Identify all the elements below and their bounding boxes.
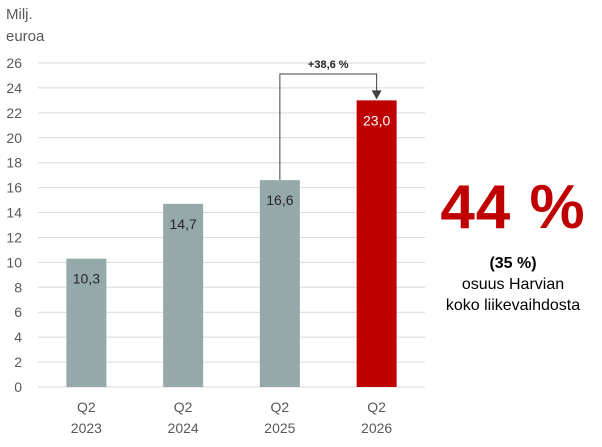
y-axis-unit-label: Milj. euroa bbox=[6, 4, 44, 48]
y-tick-label: 8 bbox=[14, 279, 22, 295]
x-category-label: 2024 bbox=[168, 420, 199, 436]
unit-label-line-1: Milj. bbox=[6, 6, 33, 23]
share-value: 44 % bbox=[440, 173, 586, 242]
share-description-line-1: osuus Harvian bbox=[461, 276, 565, 293]
y-tick-label: 10 bbox=[6, 254, 22, 270]
y-tick-label: 16 bbox=[6, 180, 22, 196]
x-category-label: Q2 bbox=[367, 399, 386, 415]
y-tick-label: 2 bbox=[14, 354, 22, 370]
bar bbox=[163, 203, 204, 387]
share-description-line-2: koko liikevaihdosta bbox=[445, 297, 581, 314]
share-previous-value: (35 %) bbox=[489, 255, 537, 272]
unit-label-line-2: euroa bbox=[6, 28, 45, 45]
change-percentage-label: +38,6 % bbox=[308, 59, 349, 71]
y-tick-label: 12 bbox=[6, 229, 22, 245]
x-category-label: Q2 bbox=[174, 399, 193, 415]
change-arrowhead bbox=[371, 90, 382, 100]
y-tick-label: 18 bbox=[6, 155, 22, 171]
x-category-label: 2026 bbox=[361, 420, 392, 436]
y-tick-label: 20 bbox=[6, 130, 22, 146]
y-tick-label: 26 bbox=[6, 55, 22, 71]
change-connector-line bbox=[279, 73, 378, 181]
y-tick-label: 24 bbox=[6, 80, 22, 96]
bar-value-label: 14,7 bbox=[170, 216, 197, 232]
y-tick-label: 14 bbox=[6, 205, 22, 221]
y-tick-label: 22 bbox=[6, 105, 22, 121]
x-category-label: 2025 bbox=[264, 420, 295, 436]
bar-value-label: 16,6 bbox=[266, 192, 293, 208]
bar bbox=[259, 180, 300, 387]
x-category-label: 2023 bbox=[71, 420, 102, 436]
share-panel: 44 % (35 %) osuus Harvian koko liikevaih… bbox=[425, 172, 601, 316]
y-tick-label: 6 bbox=[14, 304, 22, 320]
bar-highlight bbox=[356, 100, 397, 387]
x-category-label: Q2 bbox=[77, 399, 96, 415]
bar-value-label: 10,3 bbox=[73, 271, 100, 287]
bar-value-label: 23,0 bbox=[363, 112, 390, 128]
y-tick-label: 4 bbox=[14, 329, 22, 345]
bar bbox=[66, 258, 107, 387]
x-category-label: Q2 bbox=[271, 399, 290, 415]
y-tick-label: 0 bbox=[14, 379, 22, 395]
